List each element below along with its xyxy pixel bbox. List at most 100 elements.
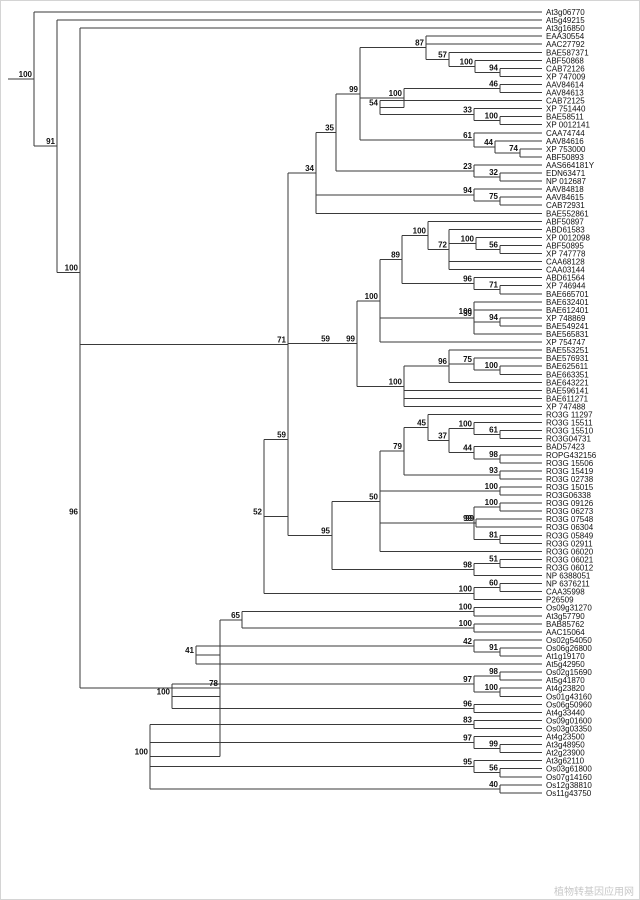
support-value: 52 <box>253 508 262 517</box>
leaf-label: BAE612401 <box>546 306 589 315</box>
leaf-label: XP 0012141 <box>546 121 590 130</box>
support-value: 100 <box>19 70 33 79</box>
leaf-label: XP 754747 <box>546 338 586 347</box>
support-value: 56 <box>489 764 498 773</box>
leaf-label: RO3G 09126 <box>546 499 594 508</box>
leaf-label: XP 746944 <box>546 282 586 291</box>
support-value: 54 <box>369 99 378 108</box>
support-value: 100 <box>459 307 473 316</box>
support-value: 41 <box>185 646 194 655</box>
support-value: 100 <box>460 57 474 66</box>
support-value: 100 <box>485 683 499 692</box>
leaf-label: At3g62110 <box>546 757 585 766</box>
support-value: 99 <box>463 514 472 523</box>
support-value: 100 <box>389 89 403 98</box>
support-value: 34 <box>305 164 314 173</box>
support-value: 100 <box>461 234 475 243</box>
leaf-label: RO3G 06012 <box>546 563 594 572</box>
leaf-label: BAE665701 <box>546 290 589 299</box>
leaf-label: XP 747488 <box>546 402 586 411</box>
leaf-label: RO3G 02738 <box>546 475 594 484</box>
support-value: 72 <box>438 240 447 249</box>
leaf-label: BAE596141 <box>546 386 589 395</box>
leaf-label: ABD61583 <box>546 225 585 234</box>
support-value: 98 <box>489 667 498 676</box>
support-value: 100 <box>459 585 473 594</box>
leaf-label: Os07g14160 <box>546 773 592 782</box>
leaf-label: AAV84615 <box>546 193 584 202</box>
leaf-label: Os11g43750 <box>546 789 592 798</box>
leaf-label: XP 753000 <box>546 145 586 154</box>
leaf-label: Os02g15690 <box>546 668 592 677</box>
leaf-label: XP 748869 <box>546 314 586 323</box>
support-value: 100 <box>157 687 171 696</box>
support-value: 96 <box>69 507 78 516</box>
leaf-label: BAE587371 <box>546 48 589 57</box>
leaf-label: RO3G 15015 <box>546 483 594 492</box>
leaf-label: NP 012687 <box>546 177 586 186</box>
support-value: 75 <box>463 355 472 364</box>
support-value: 40 <box>489 780 498 789</box>
leaf-label: ABD61564 <box>546 274 585 283</box>
support-value: 51 <box>489 554 498 563</box>
support-value: 46 <box>489 79 498 88</box>
support-value: 95 <box>463 758 472 767</box>
leaf-label: BAE611271 <box>546 394 589 403</box>
support-value: 98 <box>489 450 498 459</box>
support-value: 97 <box>463 734 472 743</box>
leaf-label: CAA74744 <box>546 129 585 138</box>
support-value: 61 <box>489 426 498 435</box>
support-value: 100 <box>65 263 79 272</box>
leaf-label: At5g42950 <box>546 660 585 669</box>
support-value: 59 <box>277 430 286 439</box>
leaf-label: AAV84818 <box>546 185 584 194</box>
leaf-label: RO3G 15511 <box>546 419 593 428</box>
leaf-label: BAE58511 <box>546 113 584 122</box>
leaf-label: BAE643221 <box>546 378 589 387</box>
leaf-label: RO3G 11297 <box>546 411 593 420</box>
leaf-label: Os03g03350 <box>546 724 592 733</box>
leaf-label: BAE553251 <box>546 346 589 355</box>
leaf-label: ABF50897 <box>546 217 584 226</box>
support-value: 94 <box>463 186 472 195</box>
support-value: 99 <box>349 85 358 94</box>
support-value: 74 <box>509 144 518 153</box>
support-value: 89 <box>391 251 400 260</box>
support-value: 71 <box>277 336 286 345</box>
support-value: 96 <box>438 357 447 366</box>
leaf-label: CAA03144 <box>546 266 585 275</box>
support-value: 99 <box>465 514 474 523</box>
leaf-label: ABF50893 <box>546 153 584 162</box>
leaf-label: AAS664181Y <box>546 161 595 170</box>
support-values: 94 100 57 87 46 100 33 54 100 74 44 61 99 32 23 35 75 94 3… <box>19 39 519 789</box>
leaf-label: RO3G04731 <box>546 435 591 444</box>
leaf-label: ROPG432156 <box>546 451 597 460</box>
support-value: 94 <box>489 63 498 72</box>
leaf-label: Os09g01600 <box>546 716 592 725</box>
leaf-label: At2g23900 <box>546 749 585 758</box>
support-value: 99 <box>346 335 355 344</box>
support-value: 79 <box>393 442 402 451</box>
leaf-label: BAE663351 <box>546 370 589 379</box>
leaf-label: Os01g43160 <box>546 692 592 701</box>
leaf-label: Os03g61800 <box>546 765 592 774</box>
leaf-label: RO3G 15510 <box>546 427 594 436</box>
support-value: 95 <box>321 526 330 535</box>
support-value: 78 <box>209 679 218 688</box>
leaf-label: BAE552861 <box>546 209 589 218</box>
leaf-label: CAA35998 <box>546 588 585 597</box>
leaf-label: BAE549241 <box>546 322 589 331</box>
leaf-label: XP 0012098 <box>546 233 590 242</box>
leaf-label: NP 6376211 <box>546 580 590 589</box>
leaf-label: AAC27792 <box>546 40 585 49</box>
support-value: 50 <box>369 492 378 501</box>
support-value: 98 <box>463 560 472 569</box>
support-value: 44 <box>463 444 472 453</box>
leaf-label: Os02g54050 <box>546 636 592 645</box>
support-value: 100 <box>135 748 149 757</box>
support-value: 59 <box>463 309 472 318</box>
leaf-label: RO3G 15419 <box>546 467 594 476</box>
support-value: 100 <box>485 112 499 121</box>
support-value: 94 <box>489 313 498 322</box>
